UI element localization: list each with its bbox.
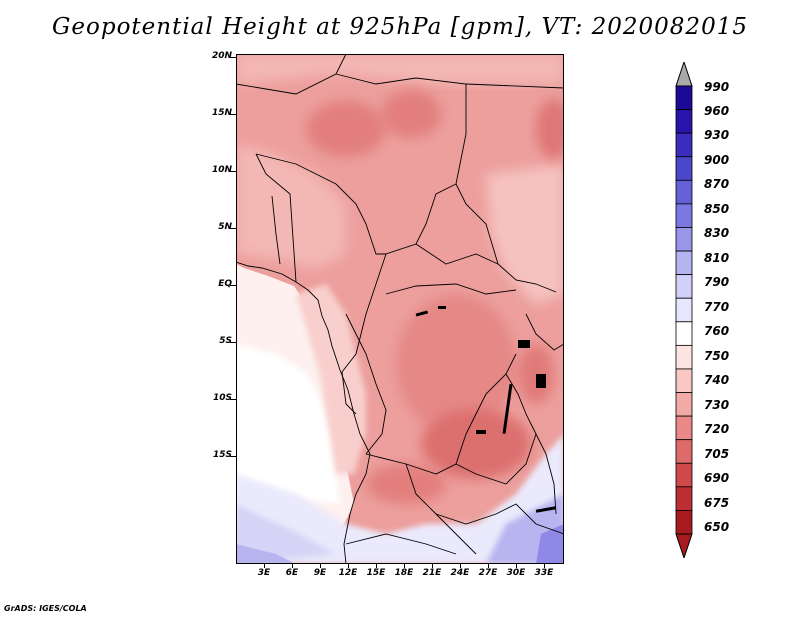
field-south-high (236, 434, 564, 564)
colorbar-label: 790 (704, 275, 730, 289)
lon-label: 33E (534, 568, 554, 578)
lat-tick (230, 456, 236, 457)
colorbar-swatch (675, 321, 693, 346)
colorbar-swatch (675, 297, 693, 323)
lat-tick (230, 114, 236, 115)
colorbar-label: 770 (704, 300, 730, 314)
colorbar-swatch (675, 132, 693, 158)
field-south-high-3 (236, 544, 296, 564)
lat-label: 10S (212, 393, 232, 403)
lon-tick (488, 564, 489, 568)
lat-label: EQ (218, 279, 232, 289)
colorbar-label: 750 (704, 349, 730, 363)
lat-label: 5N (218, 222, 232, 232)
field-low-4 (396, 294, 516, 434)
colorbar-swatch (675, 203, 693, 228)
colorbar-swatch (675, 368, 693, 393)
colorbar-label: 930 (704, 128, 730, 142)
lon-label: 27E (478, 568, 498, 578)
map-area (235, 53, 572, 565)
colorbar-swatch (675, 392, 693, 417)
field-east-band (486, 164, 564, 304)
colorbar-swatch (675, 85, 693, 110)
lat-tick (230, 57, 236, 58)
colorbar-swatch (675, 439, 693, 464)
grads-credit: GrADS: IGES/COLA (4, 604, 87, 613)
colorbar-label: 705 (704, 447, 730, 461)
colorbar-swatch (675, 227, 693, 252)
colorbar-label: 850 (704, 202, 730, 216)
field-low-2 (381, 90, 441, 138)
colorbar-label: 760 (704, 324, 730, 338)
lat-tick (230, 342, 236, 343)
lon-label: 21E (422, 568, 442, 578)
field-se-high-2 (536, 524, 564, 564)
colorbar-label: 675 (704, 496, 730, 510)
lon-label: 3E (257, 568, 271, 578)
lon-label: 30E (506, 568, 526, 578)
colorbar-label: 690 (704, 471, 730, 485)
colorbar-swatch (675, 510, 693, 535)
map-title: Geopotential Height at 925hPa [gpm], VT:… (52, 14, 748, 40)
colorbar-label: 900 (704, 153, 730, 167)
lon-tick (404, 564, 405, 568)
colorbar-label: 810 (704, 251, 730, 265)
colorbar-swatch (675, 156, 693, 181)
colorbar-bottom-arrow (675, 533, 693, 560)
colorbar-label: 720 (704, 422, 730, 436)
lon-tick (376, 564, 377, 568)
lon-label: 15E (366, 568, 386, 578)
colorbar-swatch (675, 486, 693, 511)
field-low-6 (366, 464, 446, 504)
lakes (415, 306, 557, 513)
colorbar-label: 730 (704, 398, 730, 412)
field-south-high-2 (236, 504, 336, 564)
lat-tick (230, 228, 236, 229)
colorbar-label: 960 (704, 104, 730, 118)
colorbar-swatch (675, 344, 693, 370)
lon-label: 12E (338, 568, 358, 578)
lon-label: 18E (394, 568, 414, 578)
lon-tick (348, 564, 349, 568)
colorbar-label: 650 (704, 520, 730, 534)
country-borders (235, 53, 565, 565)
height-field (235, 53, 572, 565)
colorbar-label: 830 (704, 226, 730, 240)
field-ocean-white (236, 344, 340, 504)
colorbar-swatch (675, 250, 693, 276)
field-north-band (236, 54, 564, 84)
lat-label: 15S (212, 450, 232, 460)
colorbar-label: 870 (704, 177, 730, 191)
colorbar-swatch (675, 415, 693, 441)
lon-label: 6E (285, 568, 299, 578)
colorbar-swatch (675, 109, 693, 134)
lon-tick (432, 564, 433, 568)
lon-tick (264, 564, 265, 568)
lon-label: 24E (450, 568, 470, 578)
lon-tick (460, 564, 461, 568)
colorbar-top-arrow (675, 60, 693, 87)
colorbar-swatch (675, 462, 693, 488)
lat-tick (230, 285, 236, 286)
colorbar-label: 740 (704, 373, 730, 387)
lon-tick (292, 564, 293, 568)
lat-label: 10N (211, 165, 232, 175)
lon-tick (544, 564, 545, 568)
colorbar (672, 60, 696, 560)
field-low-5 (421, 409, 531, 479)
colorbar-swatch (675, 274, 693, 299)
lon-tick (320, 564, 321, 568)
lat-tick (230, 399, 236, 400)
colorbar-label: 990 (704, 80, 730, 94)
lon-tick (516, 564, 517, 568)
lat-label: 20N (211, 51, 232, 61)
colorbar-swatch (675, 179, 693, 205)
field-low-1 (306, 101, 386, 157)
lat-label: 15N (211, 108, 232, 118)
lat-label: 5S (219, 336, 232, 346)
field-coast-band (296, 284, 366, 474)
colorbar-svg (675, 60, 693, 560)
lat-tick (230, 171, 236, 172)
lon-label: 9E (313, 568, 327, 578)
